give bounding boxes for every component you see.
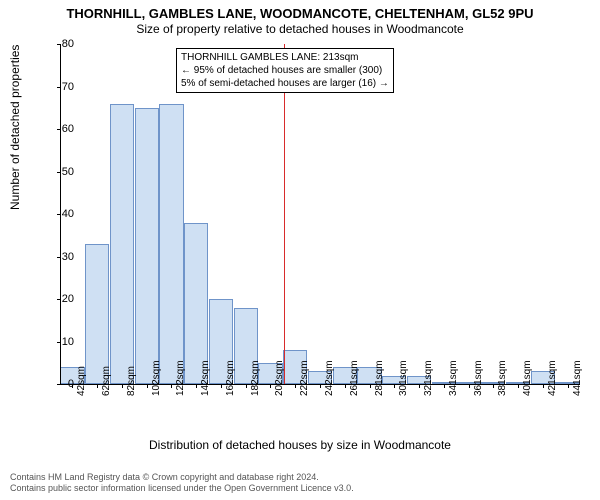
x-tick-label: 182sqm <box>250 392 261 396</box>
x-tick-label: 421sqm <box>547 392 558 396</box>
x-tick-label: 142sqm <box>200 392 211 396</box>
y-tick-label: 80 <box>62 38 74 50</box>
x-tick-label: 82sqm <box>126 392 137 396</box>
x-tick-label: 162sqm <box>225 392 236 396</box>
x-axis-label: Distribution of detached houses by size … <box>0 438 600 452</box>
footer-attribution: Contains HM Land Registry data © Crown c… <box>10 472 354 494</box>
footer-line1: Contains HM Land Registry data © Crown c… <box>10 472 354 483</box>
footer-line2: Contains public sector information licen… <box>10 483 354 494</box>
annotation-line: THORNHILL GAMBLES LANE: 213sqm <box>181 51 389 64</box>
x-tick-label: 122sqm <box>175 392 186 396</box>
y-tick-label: 50 <box>62 166 74 178</box>
y-tick-label: 20 <box>62 293 74 305</box>
x-tick-label: 202sqm <box>274 392 285 396</box>
x-tick-label: 381sqm <box>497 392 508 396</box>
histogram-bar <box>135 108 159 384</box>
x-axis-line <box>60 384 580 385</box>
y-tick-label: 40 <box>62 208 74 220</box>
histogram-bar <box>85 244 109 384</box>
annotation-line: 5% of semi-detached houses are larger (1… <box>181 77 389 90</box>
x-tick-label: 401sqm <box>522 392 533 396</box>
x-tick-label: 361sqm <box>473 392 484 396</box>
y-tick-label: 70 <box>62 81 74 93</box>
histogram-bar <box>159 104 183 385</box>
chart-subtitle: Size of property relative to detached ho… <box>0 22 600 36</box>
chart-title: THORNHILL, GAMBLES LANE, WOODMANCOTE, CH… <box>0 0 600 21</box>
x-tick-label: 42sqm <box>76 392 87 396</box>
y-tick-label: 10 <box>62 336 74 348</box>
plot-area: THORNHILL GAMBLES LANE: 213sqm← 95% of d… <box>60 44 580 384</box>
y-tick-label: 30 <box>62 251 74 263</box>
histogram-bar <box>110 104 134 385</box>
annotation-line: ← 95% of detached houses are smaller (30… <box>181 64 389 77</box>
x-tick-label: 301sqm <box>398 392 409 396</box>
x-tick-label: 102sqm <box>151 392 162 396</box>
x-tick-label: 261sqm <box>349 392 360 396</box>
x-tick-label: 341sqm <box>448 392 459 396</box>
x-tick-label: 321sqm <box>423 392 434 396</box>
x-tick-label: 62sqm <box>101 392 112 396</box>
y-axis-label: Number of detached properties <box>8 45 22 210</box>
x-tick-label: 281sqm <box>374 392 385 396</box>
y-tick-label: 60 <box>62 123 74 135</box>
x-tick-label: 222sqm <box>299 392 310 396</box>
y-axis-line <box>60 44 61 384</box>
x-tick-label: 441sqm <box>572 392 583 396</box>
annotation-box: THORNHILL GAMBLES LANE: 213sqm← 95% of d… <box>176 48 394 93</box>
x-tick-label: 242sqm <box>324 392 335 396</box>
reference-line <box>284 44 285 384</box>
